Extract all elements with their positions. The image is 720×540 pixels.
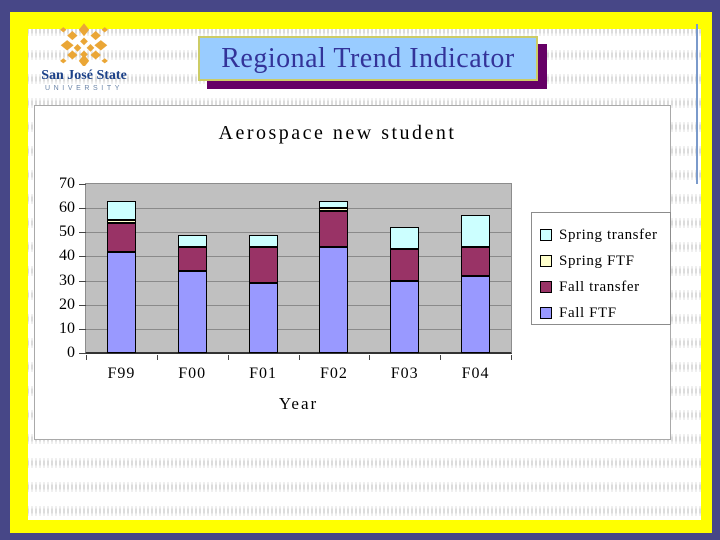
logo-university-text: UNIVERSITY [44, 85, 123, 92]
y-tick-0 [79, 353, 86, 354]
gridline-10 [86, 328, 511, 330]
bar-f03-fall-ftf [390, 280, 420, 353]
bar-f99-spring-ftf [106, 220, 136, 223]
y-tick-label: 50 [59, 223, 75, 241]
legend-item-spring-ftf: Spring FTF [540, 248, 670, 274]
chart-legend: Spring transfer Spring FTF Fall transfer Fa… [531, 212, 671, 325]
legend-swatch-fall-ftf [540, 307, 552, 319]
chart-title: Aerospace new student [218, 122, 457, 144]
y-tick-60 [79, 208, 86, 210]
bar-f02-fall-ftf [319, 246, 349, 353]
x-tick [156, 355, 158, 360]
bar-f00-fall-ftf [177, 270, 207, 353]
bar-f01-fall-ftf [248, 282, 278, 353]
bar-f02-spring-ftf [319, 208, 349, 211]
bar-f03-fall-transfer [390, 249, 420, 281]
bar-f00-spring-transfer [177, 234, 207, 247]
legend-swatch-spring-ftf [540, 255, 552, 267]
y-tick-label: 30 [59, 271, 75, 289]
plot-area [85, 183, 512, 354]
sjsu-logo-icon [60, 23, 108, 66]
legend-label: Fall FTF [559, 304, 617, 321]
gridline-30 [86, 280, 511, 282]
y-tick-label: 20 [59, 295, 75, 313]
logo-wordmark: San José State [41, 68, 127, 83]
bar-f04-spring-transfer [461, 215, 491, 247]
bar-f02-fall-transfer [319, 210, 349, 247]
bar-f00-fall-transfer [177, 246, 207, 271]
x-tick [369, 355, 371, 360]
bar-f04-fall-transfer [461, 246, 491, 276]
legend-swatch-spring-transfer [540, 229, 552, 241]
x-tick-label-f03: F03 [390, 365, 419, 382]
x-tick [298, 355, 300, 360]
bar-f99-fall-transfer [106, 222, 136, 252]
y-tick-30 [79, 280, 86, 282]
bar-f99-spring-transfer [106, 200, 136, 221]
x-tick [227, 355, 229, 360]
y-tick-label: 10 [59, 319, 75, 337]
legend-swatch-fall-transfer [540, 281, 552, 293]
accent-line [696, 24, 698, 184]
y-tick-20 [79, 304, 86, 306]
x-tick-label-f01: F01 [249, 365, 278, 382]
x-tick-label-f02: F02 [319, 365, 348, 382]
gridline-60 [86, 208, 511, 210]
y-tick-10 [79, 328, 86, 330]
x-tick-label-f99: F99 [107, 365, 136, 382]
y-tick-40 [79, 256, 86, 258]
x-tick [511, 355, 512, 360]
legend-label: Spring FTF [559, 252, 635, 269]
legend-item-fall-transfer: Fall transfer [540, 274, 670, 300]
bar-f01-spring-transfer [248, 234, 278, 247]
gridline-40 [86, 256, 511, 258]
y-tick-label: 70 [59, 175, 75, 192]
bar-f99-fall-ftf [106, 251, 136, 353]
y-tick-label: 40 [59, 247, 75, 265]
slide-title: Regional Trend Indicator [221, 42, 515, 74]
gridline-50 [86, 232, 511, 234]
y-tick-70 [79, 184, 86, 185]
y-tick-50 [79, 232, 86, 234]
bar-f01-fall-transfer [248, 246, 278, 283]
y-tick-label: 0 [67, 344, 75, 361]
x-tick [440, 355, 442, 360]
gridline-20 [86, 304, 511, 306]
bar-f04-fall-ftf [461, 275, 491, 353]
sjsu-logo: San José State UNIVERSITY [36, 22, 132, 94]
legend-label: Spring transfer [559, 226, 658, 243]
legend-label: Fall transfer [559, 278, 640, 295]
y-tick-label: 60 [59, 199, 75, 217]
bar-f03-spring-transfer [390, 227, 420, 250]
x-tick-label-f00: F00 [178, 365, 207, 382]
x-tick [86, 355, 87, 360]
bar-f02-spring-transfer [319, 200, 349, 209]
legend-item-fall-ftf: Fall FTF [540, 300, 670, 326]
x-tick-label-f04: F04 [461, 365, 490, 382]
x-axis-title: Year [278, 394, 319, 413]
legend-item-spring-transfer: Spring transfer [540, 222, 670, 248]
chart-container: Aerospace new student Year Spring transf… [34, 105, 671, 440]
slide-title-box: Regional Trend Indicator [198, 36, 538, 81]
